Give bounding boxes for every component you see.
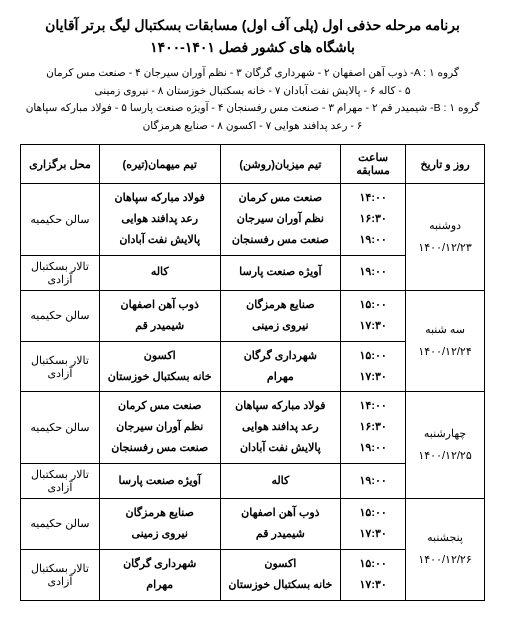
table-cell: تالار بسکتبال آزادی bbox=[21, 464, 100, 499]
th-date: روز و تاریخ bbox=[406, 145, 485, 184]
table-cell: اکسونخانه بسکتبال خوزستان bbox=[99, 341, 220, 392]
table-cell: صنعت مس کرماننظم آوران سیرجانصنعت مس رفس… bbox=[220, 184, 341, 256]
table-cell: فولاد مبارکه سپاهانرعد پدافند هواییپالای… bbox=[99, 184, 220, 256]
table-cell: دوشنبه۱۴۰۰/۱۲/۲۳ bbox=[406, 184, 485, 291]
table-cell: سالن حکیمیه bbox=[21, 392, 100, 464]
table-cell: تالار بسکتبال آزادی bbox=[21, 255, 100, 290]
table-cell: کاله bbox=[99, 255, 220, 290]
table-cell: اکسونخانه بسکتبال خوزستان bbox=[220, 549, 341, 600]
table-cell: ۱۴:۰۰۱۶:۳۰۱۹:۰۰ bbox=[341, 392, 406, 464]
table-cell: سالن حکیمیه bbox=[21, 290, 100, 341]
table-cell: سالن حکیمیه bbox=[21, 499, 100, 550]
table-cell: شهرداری گرگانمهرام bbox=[99, 549, 220, 600]
table-cell: ۱۵:۰۰۱۷:۳۰ bbox=[341, 341, 406, 392]
table-cell: شهرداری گرگانمهرام bbox=[220, 341, 341, 392]
table-cell: ذوب آهن اصفهانشیمیدر قم bbox=[99, 290, 220, 341]
table-cell: ذوب آهن اصفهانشیمیدر قم bbox=[220, 499, 341, 550]
groups-info: گروه A : ۱- ذوب آهن اصفهان ۲ - شهرداری گ… bbox=[20, 65, 485, 136]
table-cell: آویژه صنعت پارسا bbox=[220, 255, 341, 290]
header-row: روز و تاریخ ساعت مسابقه تیم میزبان(روشن)… bbox=[21, 145, 485, 184]
table-cell: آویژه صنعت پارسا bbox=[99, 464, 220, 499]
group-a-2: ۵ - کاله ۶ - پالایش نفت آبادان ۷ - خانه … bbox=[20, 83, 485, 101]
schedule-table: روز و تاریخ ساعت مسابقه تیم میزبان(روشن)… bbox=[20, 144, 485, 600]
table-cell: صنعت مس کرماننظم آوران سیرجانصنعت مس رفس… bbox=[99, 392, 220, 464]
table-cell: ۱۵:۰۰۱۷:۳۰ bbox=[341, 499, 406, 550]
group-a-1: گروه A : ۱- ذوب آهن اصفهان ۲ - شهرداری گ… bbox=[20, 65, 485, 83]
table-cell: سه شنبه۱۴۰۰/۱۲/۲۴ bbox=[406, 290, 485, 392]
page-title: برنامه مرحله حذفی اول (پلی آف اول) مسابق… bbox=[20, 14, 485, 59]
table-cell: ۱۵:۰۰۱۷:۳۰ bbox=[341, 290, 406, 341]
table-cell: ۱۴:۰۰۱۶:۳۰۱۹:۰۰ bbox=[341, 184, 406, 256]
table-row: سه شنبه۱۴۰۰/۱۲/۲۴۱۵:۰۰۱۷:۳۰صنایع هرمزگان… bbox=[21, 290, 485, 341]
th-time: ساعت مسابقه bbox=[341, 145, 406, 184]
title-line2: باشگاه های کشور فصل ۱۴۰۱-۱۴۰۰ bbox=[20, 36, 485, 58]
table-cell: تالار بسکتبال آزادی bbox=[21, 341, 100, 392]
table-cell: فولاد مبارکه سپاهانرعد پدافند هواییپالای… bbox=[220, 392, 341, 464]
th-venue: محل برگزاری bbox=[21, 145, 100, 184]
table-row: پنجشنبه۱۴۰۰/۱۲/۲۶۱۵:۰۰۱۷:۳۰ذوب آهن اصفها… bbox=[21, 499, 485, 550]
th-away: تیم میهمان(تیره) bbox=[99, 145, 220, 184]
title-line1: برنامه مرحله حذفی اول (پلی آف اول) مسابق… bbox=[20, 14, 485, 36]
table-cell: سالن حکیمیه bbox=[21, 184, 100, 256]
table-cell: صنایع هرمزگاننیروی زمینی bbox=[99, 499, 220, 550]
table-cell: کاله bbox=[220, 464, 341, 499]
table-row: دوشنبه۱۴۰۰/۱۲/۲۳۱۴:۰۰۱۶:۳۰۱۹:۰۰صنعت مس ک… bbox=[21, 184, 485, 256]
table-cell: ۱۵:۰۰۱۷:۳۰ bbox=[341, 549, 406, 600]
table-cell: صنایع هرمزگاننیروی زمینی bbox=[220, 290, 341, 341]
group-b-1: گروه B : ۱- شیمیدر قم ۲ - مهرام ۳ - صنعت… bbox=[20, 100, 485, 118]
table-cell: چهارشنبه۱۴۰۰/۱۲/۲۵ bbox=[406, 392, 485, 499]
table-row: چهارشنبه۱۴۰۰/۱۲/۲۵۱۴:۰۰۱۶:۳۰۱۹:۰۰فولاد م… bbox=[21, 392, 485, 464]
table-cell: پنجشنبه۱۴۰۰/۱۲/۲۶ bbox=[406, 499, 485, 601]
table-cell: ۱۹:۰۰ bbox=[341, 255, 406, 290]
table-cell: تالار بسکتبال آزادی bbox=[21, 549, 100, 600]
table-cell: ۱۹:۰۰ bbox=[341, 464, 406, 499]
th-home: تیم میزبان(روشن) bbox=[220, 145, 341, 184]
group-b-2: ۶ - رعد پدافند هوایی ۷ - اکسون ۸ - صنایع… bbox=[20, 118, 485, 136]
